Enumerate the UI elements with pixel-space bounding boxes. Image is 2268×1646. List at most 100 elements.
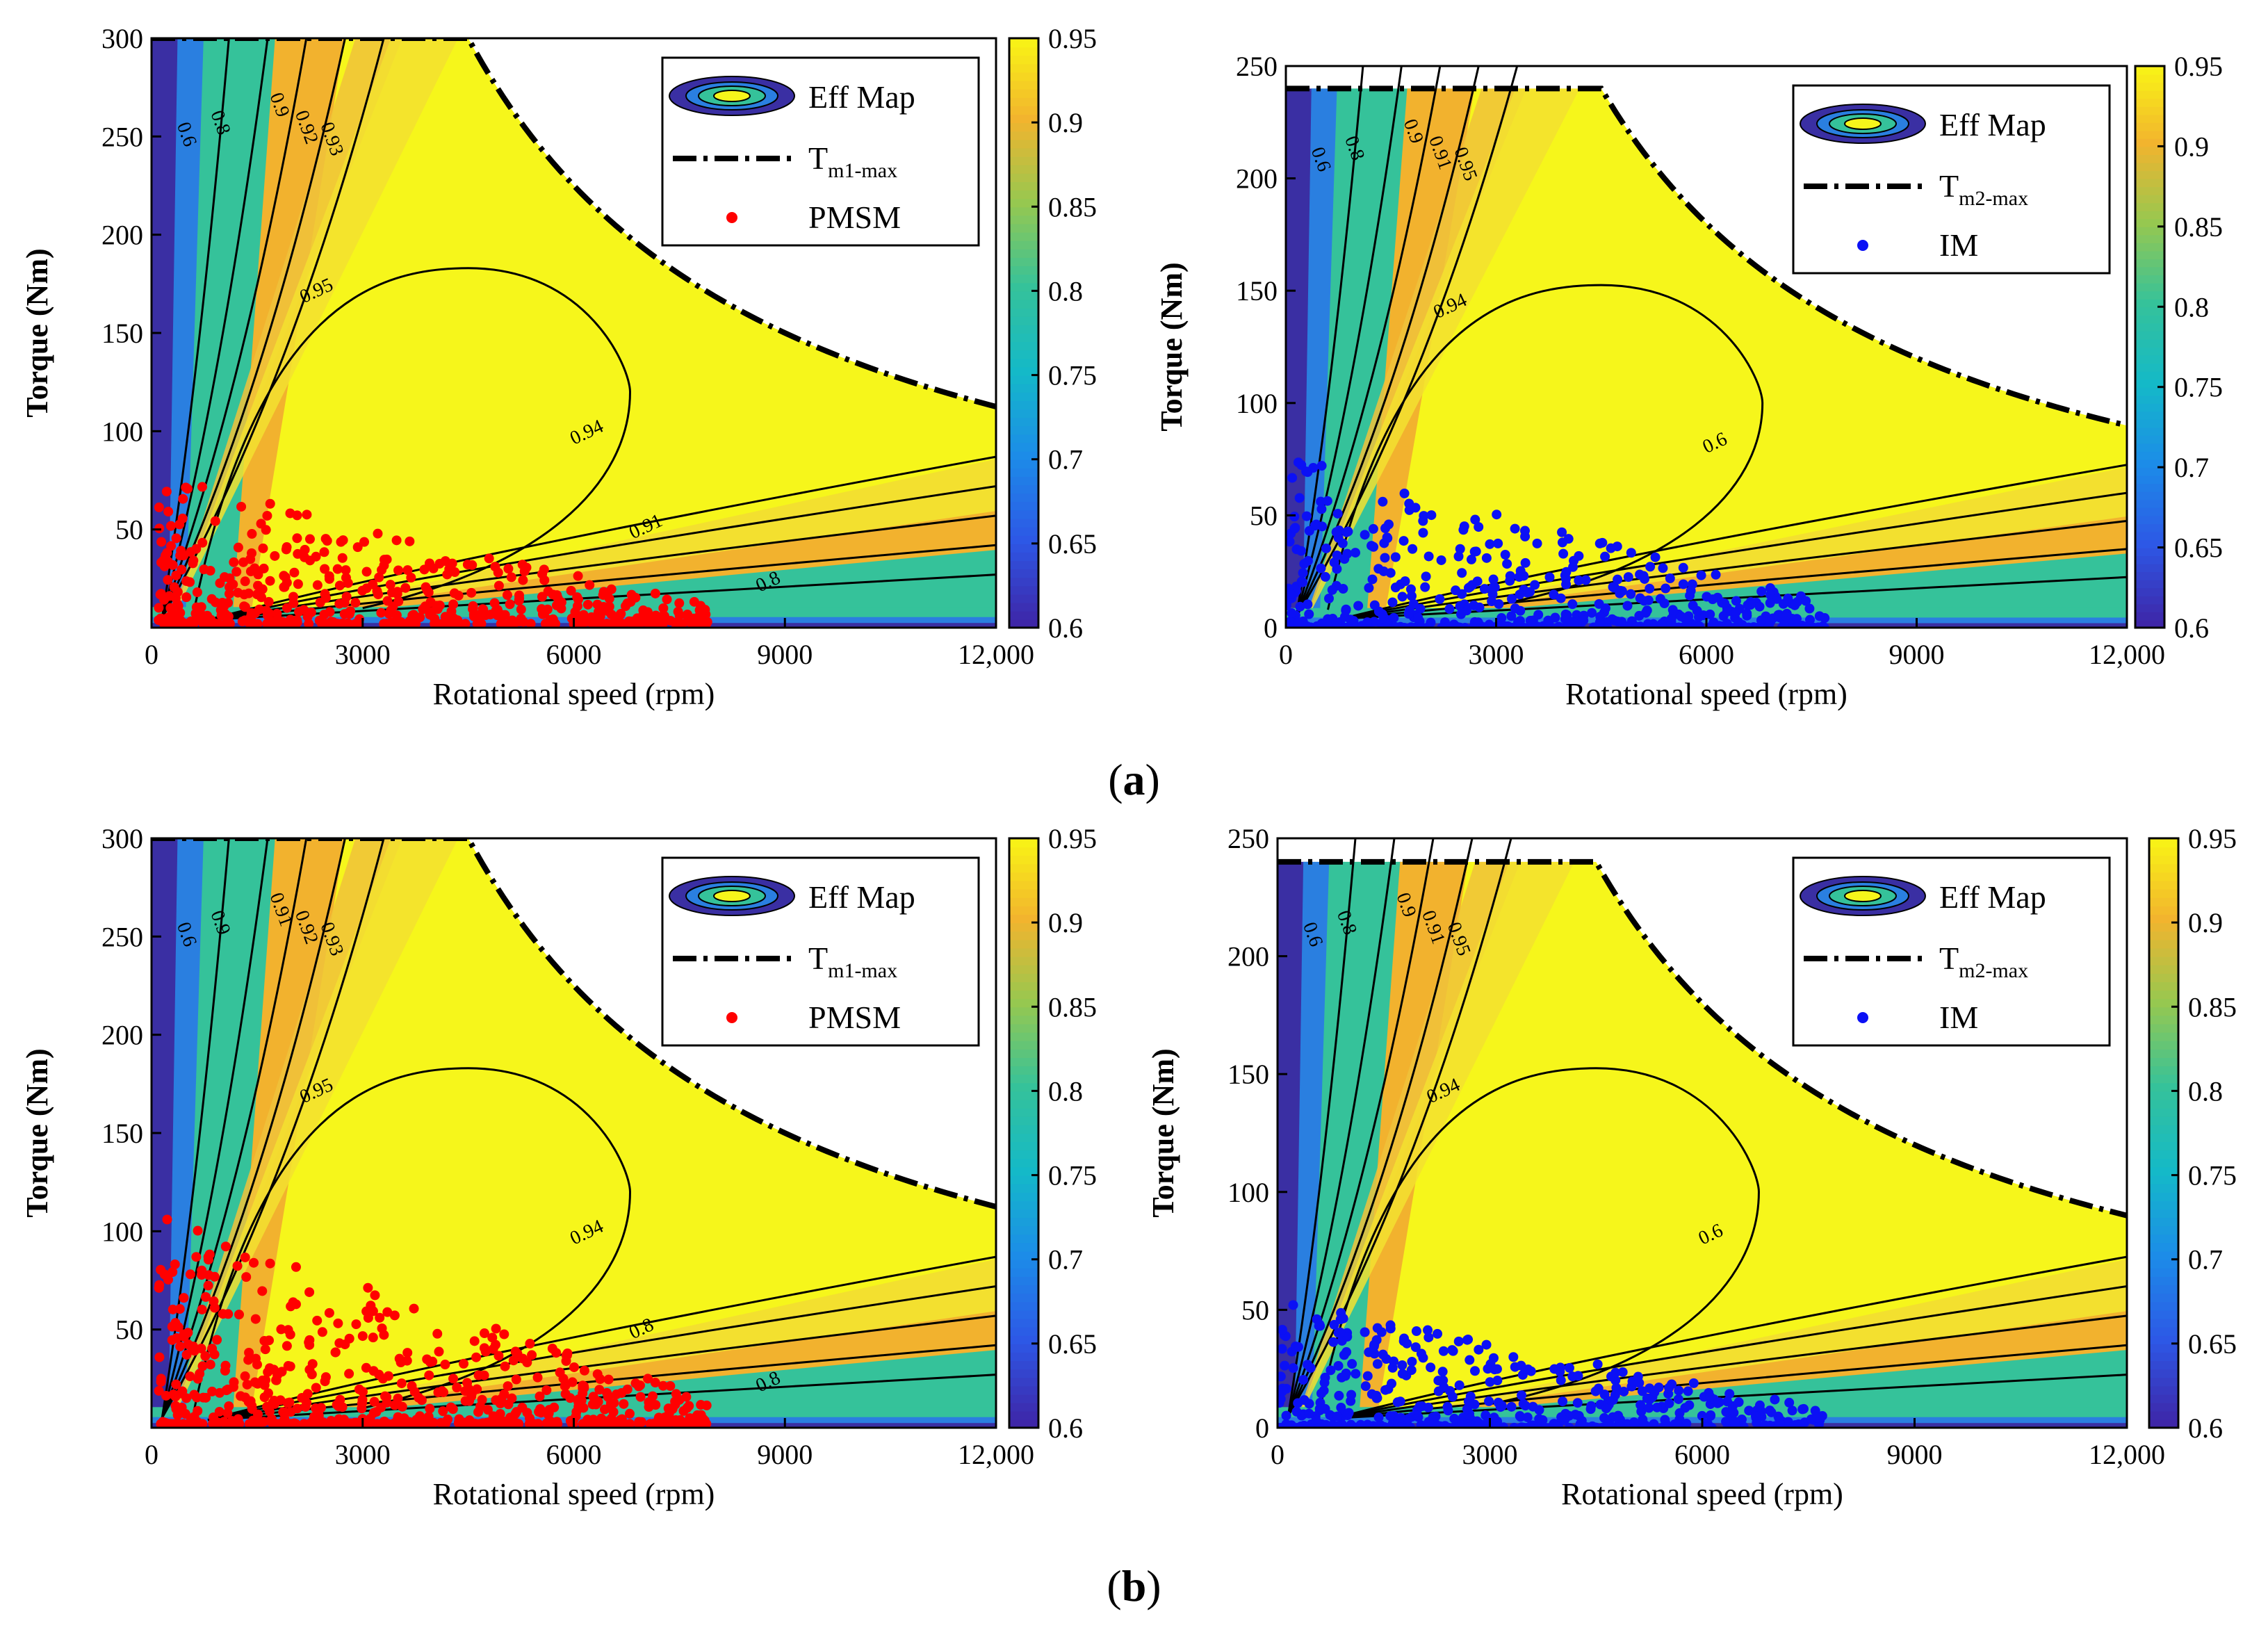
operating-point xyxy=(428,563,439,573)
operating-point xyxy=(1518,1399,1528,1409)
operating-point xyxy=(197,482,207,492)
operating-point xyxy=(178,494,188,504)
operating-point xyxy=(317,619,327,628)
operating-point xyxy=(535,1391,545,1401)
operating-point xyxy=(1649,623,1660,628)
operating-point xyxy=(393,596,404,607)
operating-point xyxy=(312,580,323,590)
operating-point xyxy=(163,1274,173,1285)
operating-point xyxy=(473,1370,484,1380)
operating-point xyxy=(185,1269,195,1280)
operating-point xyxy=(1656,619,1667,628)
operating-point xyxy=(1351,1369,1361,1379)
operating-point xyxy=(1804,614,1815,625)
operating-point xyxy=(662,594,672,605)
operating-point xyxy=(1594,598,1604,609)
operating-point xyxy=(1549,589,1559,600)
colorbar-tick-label: 0.9 xyxy=(2174,131,2209,162)
operating-point xyxy=(272,608,282,619)
operating-point xyxy=(1551,1421,1561,1428)
operating-point xyxy=(1470,1366,1480,1376)
operating-point xyxy=(1535,622,1545,628)
operating-point xyxy=(305,555,316,566)
operating-point xyxy=(569,1362,579,1372)
operating-point xyxy=(156,589,166,599)
operating-point xyxy=(307,1359,318,1369)
operating-point xyxy=(406,573,416,583)
operating-point xyxy=(583,1419,594,1428)
operating-point xyxy=(533,1419,544,1428)
operating-point xyxy=(502,590,512,601)
operating-point xyxy=(393,1393,403,1403)
x-tick-label: 3000 xyxy=(335,639,391,670)
operating-point xyxy=(265,498,275,509)
colorbar-tick-label: 0.85 xyxy=(1048,991,1097,1022)
operating-point xyxy=(1673,1394,1683,1404)
operating-point xyxy=(1465,1391,1476,1401)
operating-point xyxy=(1420,582,1430,592)
operating-point xyxy=(402,565,413,576)
operating-point xyxy=(1500,549,1510,560)
operating-point xyxy=(540,619,550,628)
operating-point xyxy=(197,1361,208,1371)
operating-point xyxy=(1341,527,1352,537)
operating-point xyxy=(560,1381,570,1392)
chart-b-pmsm: 0.6 0.9 0.910.920.930.950.940.80.8 0 3000 600… xyxy=(20,823,1097,1511)
operating-point xyxy=(228,1419,238,1428)
operating-point xyxy=(1516,1360,1526,1371)
operating-point xyxy=(259,1380,270,1390)
operating-point xyxy=(428,1417,439,1428)
operating-point xyxy=(341,573,351,583)
dot-icon xyxy=(726,212,737,223)
operating-point xyxy=(1705,1411,1715,1421)
operating-point xyxy=(197,1304,207,1314)
operating-point xyxy=(1378,1349,1388,1360)
operating-point xyxy=(319,547,329,557)
operating-point xyxy=(469,1336,480,1346)
operating-point xyxy=(1397,592,1408,602)
operating-point xyxy=(434,601,445,611)
operating-point xyxy=(1423,1333,1434,1343)
operating-point xyxy=(576,1395,587,1405)
operating-point xyxy=(175,1342,186,1352)
operating-point xyxy=(224,589,234,599)
y-tick-label: 200 xyxy=(1227,941,1269,972)
operating-point xyxy=(1697,1410,1707,1421)
operating-point xyxy=(154,1385,164,1396)
operating-point xyxy=(1729,622,1740,628)
operating-point xyxy=(471,1419,481,1428)
x-tick-label: 6000 xyxy=(546,639,602,670)
operating-point xyxy=(334,1401,344,1412)
operating-point xyxy=(173,601,183,611)
max-torque-boundary xyxy=(1286,85,2127,429)
operating-point xyxy=(363,1282,373,1293)
y-axis-label: Torque (Nm) xyxy=(20,1048,54,1217)
operating-point xyxy=(240,1371,250,1381)
operating-point xyxy=(1478,622,1489,628)
operating-point xyxy=(491,1323,501,1334)
y-tick-label: 250 xyxy=(1227,823,1269,854)
operating-point xyxy=(292,615,302,626)
operating-point xyxy=(165,1419,176,1428)
y-tick-label: 200 xyxy=(1236,163,1278,195)
x-tick-label: 12,000 xyxy=(958,639,1034,670)
operating-point xyxy=(643,1374,653,1384)
operating-point xyxy=(334,598,345,609)
operating-point xyxy=(219,1417,229,1427)
operating-point xyxy=(1597,537,1608,548)
operating-point xyxy=(272,1370,283,1380)
colorbar: 0.6 0.65 0.7 0.75 0.8 0.85 0.9 0.95 xyxy=(1008,823,1097,1444)
operating-point xyxy=(1525,1421,1535,1428)
operating-point xyxy=(177,513,188,523)
operating-point xyxy=(438,1406,448,1417)
operating-point xyxy=(320,564,330,574)
x-axis: 0 3000 6000 9000 12,000 Rotational speed (rpm… xyxy=(145,1418,1034,1511)
operating-point xyxy=(1437,1367,1448,1377)
colorbar-tick-label: 0.85 xyxy=(2188,991,2237,1022)
operating-point xyxy=(1396,1412,1406,1423)
contour-ellipse-ring xyxy=(1844,117,1882,130)
contour-line-fan-2 xyxy=(1295,66,1442,617)
colorbar-tick-label: 0.85 xyxy=(1048,191,1097,222)
operating-point xyxy=(1708,617,1719,628)
